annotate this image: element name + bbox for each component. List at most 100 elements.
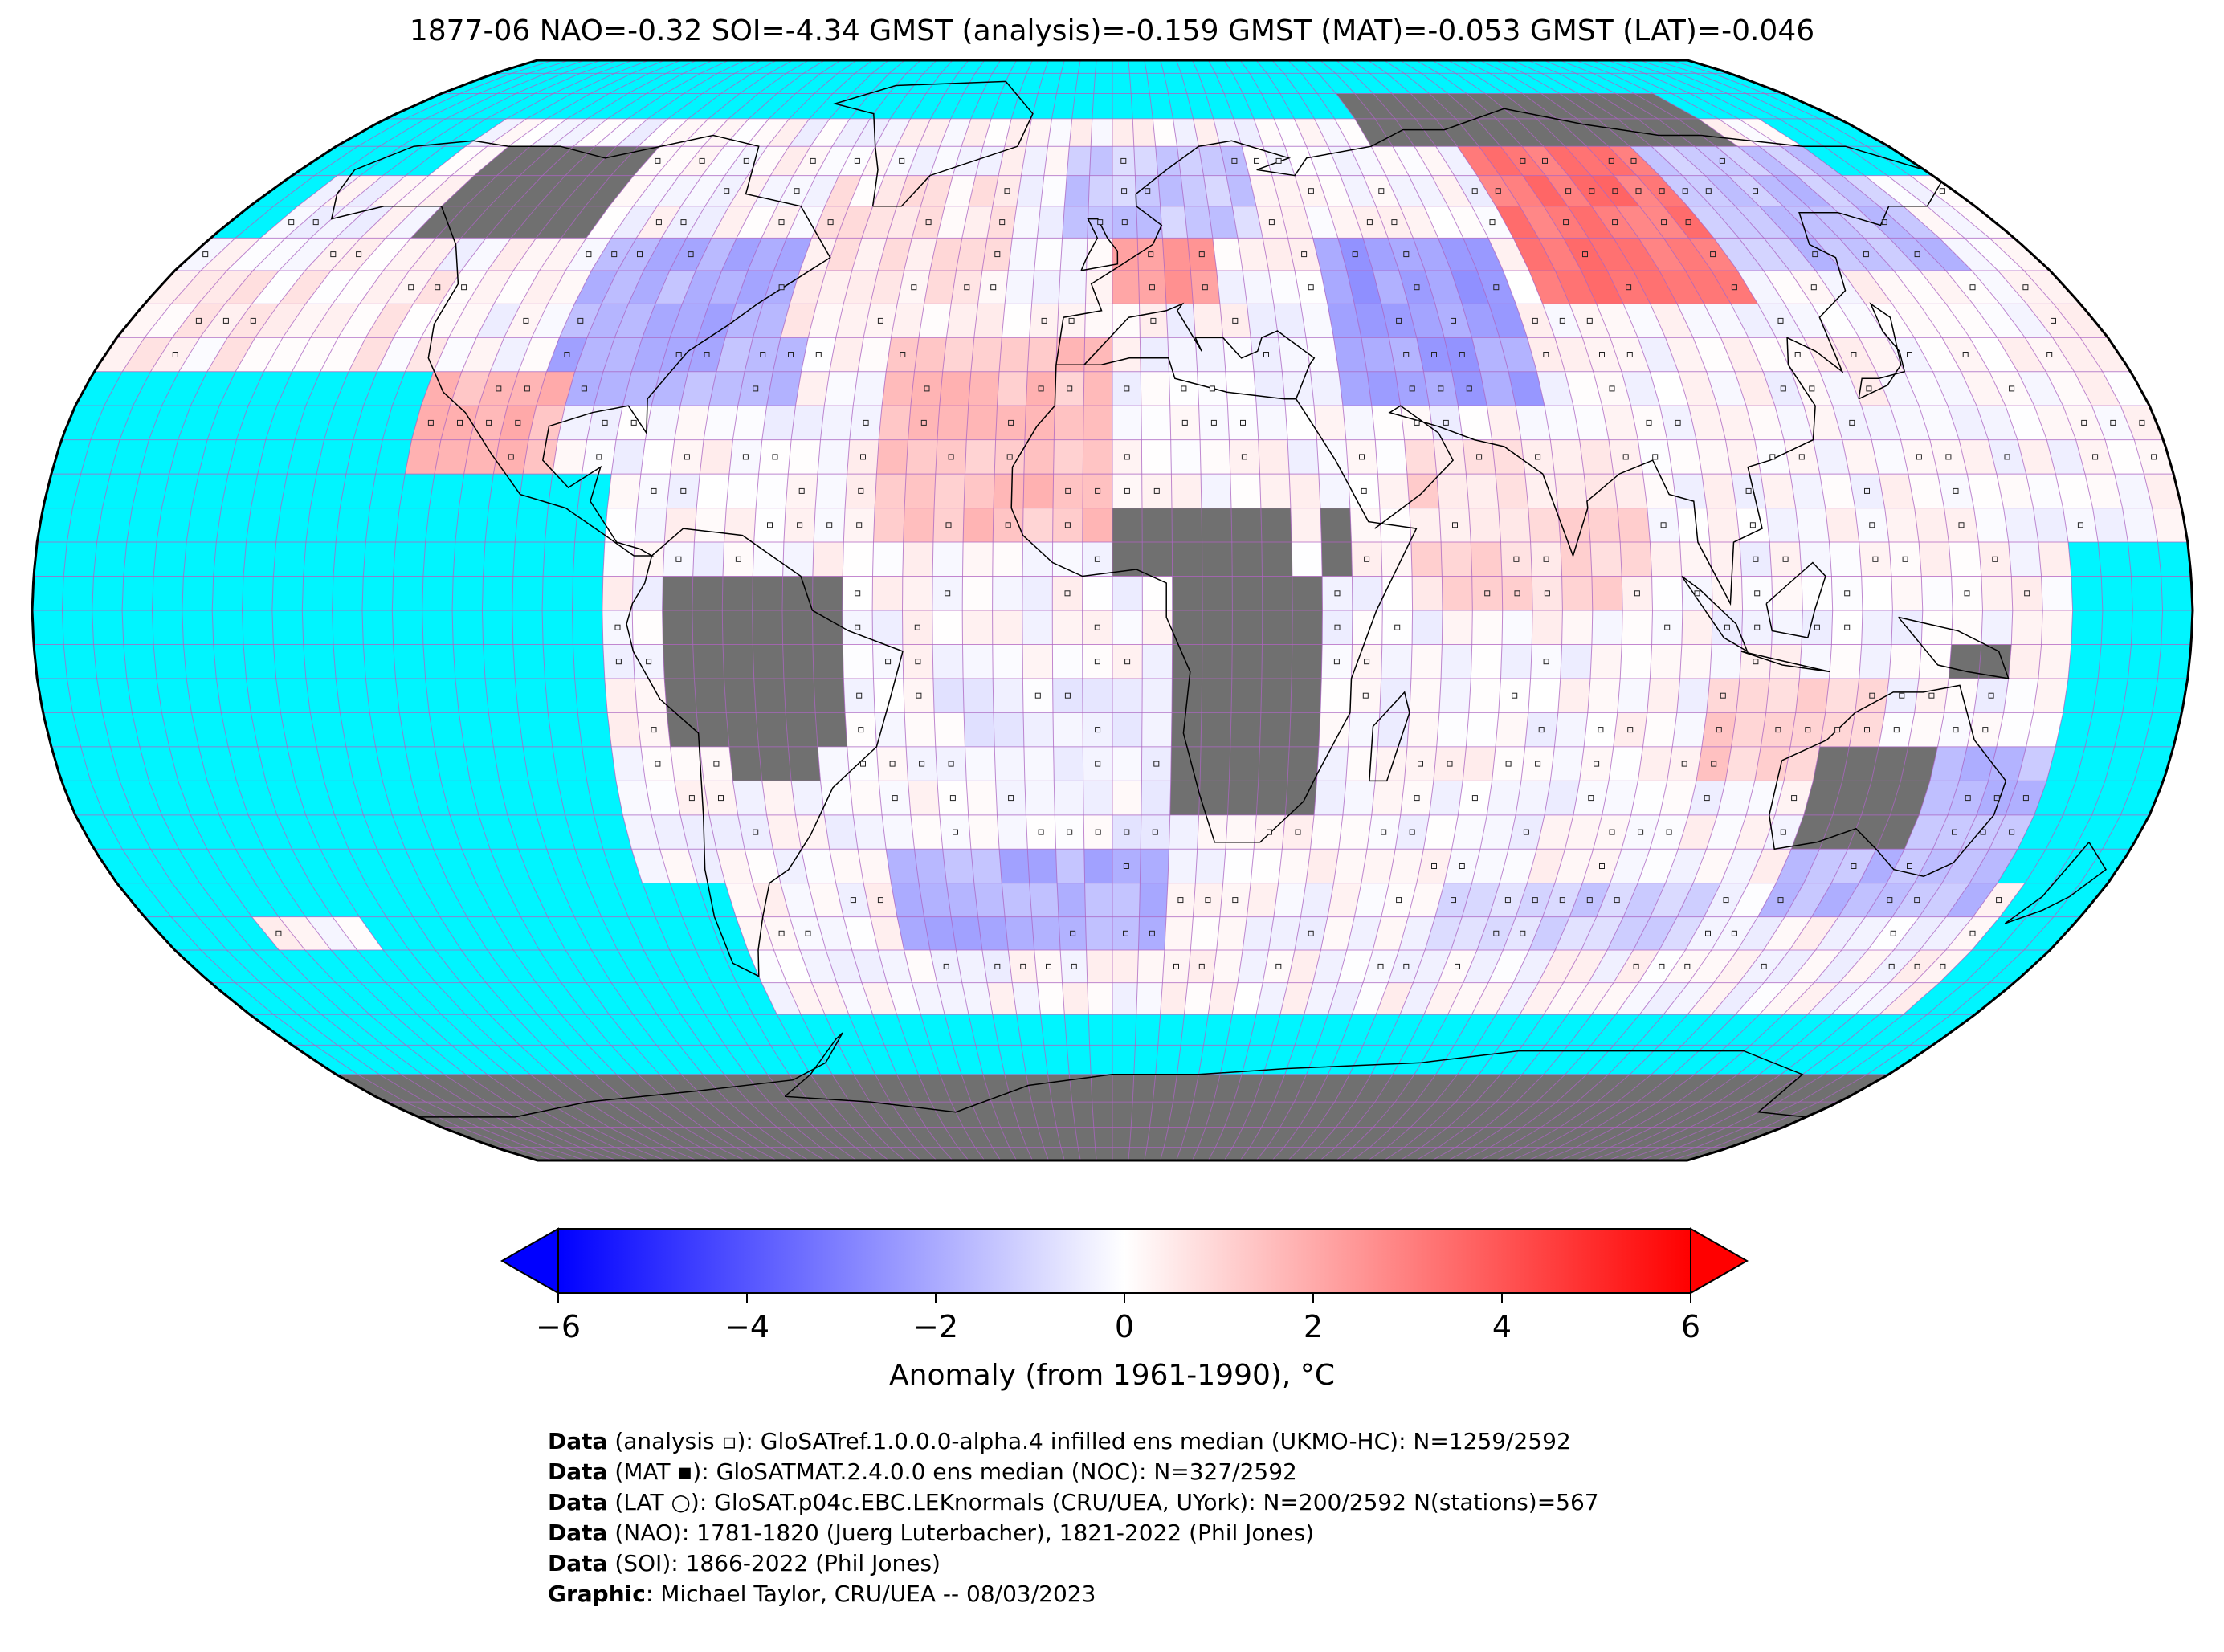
anomaly-cell [870, 916, 904, 951]
observation-marker [1275, 157, 1282, 164]
anomaly-cell [1717, 406, 1755, 440]
anomaly-cell [1565, 371, 1602, 406]
anomaly-cell [1545, 781, 1580, 815]
observation-marker [1731, 284, 1737, 291]
anomaly-cell [688, 849, 725, 883]
anomaly-cell [611, 746, 646, 781]
anomaly-cell [963, 678, 994, 713]
anomaly-cell [736, 916, 774, 951]
anomaly-cell [1737, 270, 1785, 304]
anomaly-cell [1169, 814, 1199, 850]
anomaly-cell [1588, 950, 1634, 983]
anomaly-cell [791, 406, 825, 440]
anomaly-cell [1136, 982, 1163, 1015]
anomaly-cell [1545, 406, 1580, 440]
missing-land-cell [1141, 508, 1173, 543]
credit-line: Data (LAT ○): GloSAT.p04c.EBC.LEKnormals… [548, 1489, 1599, 1515]
anomaly-cell [1678, 814, 1718, 850]
anomaly-cell [1447, 206, 1488, 239]
anomaly-cell [1685, 270, 1732, 304]
anomaly-cell [1004, 118, 1032, 147]
observation-marker [2022, 284, 2029, 291]
anomaly-cell [1687, 982, 1739, 1015]
anomaly-cell [1920, 270, 1973, 304]
anomaly-cell [697, 304, 737, 338]
missing-land-cell [1662, 1127, 1728, 1148]
anomaly-cell [1082, 678, 1112, 713]
observation-marker [515, 419, 521, 426]
anomaly-cell [1977, 406, 2018, 440]
anomaly-cell [1888, 644, 1922, 679]
anomaly-cell [279, 270, 332, 304]
missing-land-cell [753, 644, 784, 679]
observation-marker [1635, 188, 1642, 194]
missing-land-cell [870, 1127, 907, 1148]
observation-marker [564, 352, 570, 357]
missing-land-cell [1522, 93, 1577, 119]
anomaly-cell [1620, 542, 1652, 577]
observation-marker [1095, 761, 1101, 767]
missing-land-cell [829, 1102, 871, 1128]
anomaly-cell [1610, 849, 1651, 883]
observation-marker [704, 352, 710, 357]
anomaly-cell [724, 883, 763, 917]
missing-land-cell [1597, 118, 1652, 147]
observation-marker [524, 385, 530, 392]
anomaly-cell [2017, 439, 2056, 475]
missing-land-cell [1485, 1102, 1537, 1128]
missing-land-cell [941, 1147, 969, 1160]
observation-marker [461, 284, 467, 291]
observation-marker [1301, 251, 1308, 258]
anomaly-cell [1410, 542, 1443, 577]
missing-land-cell [1455, 1074, 1501, 1103]
missing-land-cell [1206, 1102, 1234, 1128]
anomaly-cell [421, 304, 467, 338]
anomaly-cell [773, 238, 812, 271]
anomaly-cell [808, 304, 844, 338]
anomaly-cell [956, 238, 988, 271]
observation-marker [924, 385, 930, 392]
observation-marker [1705, 930, 1711, 936]
missing-land-cell [1455, 1127, 1504, 1148]
missing-land-cell [1290, 678, 1322, 713]
anomaly-cell [721, 238, 762, 271]
missing-land-cell [1373, 1102, 1416, 1128]
anomaly-cell [968, 175, 999, 206]
anomaly-cell [932, 678, 965, 713]
observation-marker [651, 727, 657, 733]
observation-marker [1149, 930, 1155, 936]
anomaly-cell [918, 304, 952, 338]
observation-marker [760, 352, 766, 357]
anomaly-cell [2114, 474, 2153, 508]
missing-land-cell [506, 1102, 572, 1128]
observation-marker [586, 251, 592, 258]
anomaly-cell [694, 508, 727, 543]
missing-land-cell [1172, 644, 1202, 679]
observation-marker [1148, 251, 1154, 258]
anomaly-cell [1520, 206, 1564, 239]
anomaly-cell [1112, 238, 1139, 271]
anomaly-cell [1799, 542, 1832, 577]
anomaly-cell [1884, 508, 1920, 543]
anomaly-cell [702, 146, 746, 176]
anomaly-cell [1638, 337, 1679, 372]
anomaly-cell [2046, 439, 2085, 475]
missing-land-cell [1374, 1074, 1414, 1103]
anomaly-cell [1022, 576, 1053, 610]
anomaly-cell [645, 406, 680, 440]
anomaly-cell [924, 270, 957, 304]
anomaly-cell [1471, 982, 1514, 1015]
observation-marker [288, 219, 295, 226]
missing-land-cell [585, 175, 634, 206]
observation-marker [915, 659, 921, 665]
anomaly-cell [818, 746, 850, 781]
anomaly-cell [1672, 474, 1707, 508]
observation-marker [1359, 454, 1365, 460]
anomaly-cell [622, 814, 660, 850]
missing-land-cell [1496, 1074, 1544, 1103]
anomaly-cell [1316, 439, 1349, 475]
observation-marker [1630, 157, 1637, 164]
anomaly-cell [1642, 712, 1677, 747]
anomaly-cell [1487, 950, 1529, 983]
anomaly-cell [523, 439, 558, 475]
